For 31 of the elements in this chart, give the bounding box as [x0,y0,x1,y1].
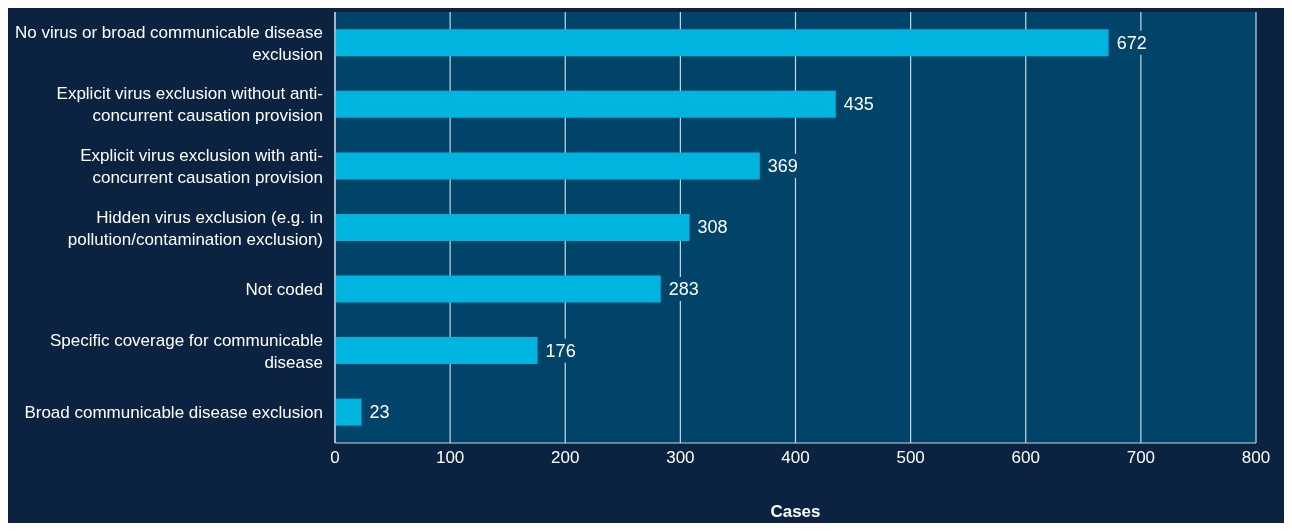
y-tick-label: Explicit virus exclusion without anti-concurrent causation provision [56,83,323,125]
x-tick-label: 300 [666,448,695,468]
bar [335,152,760,180]
bar [335,275,661,303]
data-label: 23 [369,402,390,423]
x-tick-label: 700 [1126,448,1156,468]
bar [335,213,690,241]
bar [335,90,836,118]
bar [335,337,538,365]
data-label: 435 [843,94,874,115]
x-tick-label: 600 [1011,448,1040,468]
x-tick-label: 0 [330,448,340,468]
y-tick-label: Specific coverage for communicable disease [49,330,323,372]
data-label: 369 [767,155,798,176]
x-axis-title: Cases [770,502,821,521]
y-tick-label: Not coded [245,279,323,299]
data-label: 308 [697,217,728,238]
data-label: 176 [545,340,576,361]
x-tick-label: 400 [781,448,810,468]
y-tick-label: Hidden virus exclusion (e.g. in pollution/contamination exclusion) [67,207,323,248]
y-tick-label: Broad communicable disease exclusion [24,402,323,422]
bar [335,29,1109,57]
data-label: 672 [1116,32,1147,53]
y-tick-label: Explicit virus exclusion with anti-concurrent causation provision [80,145,323,187]
x-tick-label: 500 [896,448,925,468]
x-tick-label: 100 [435,448,465,468]
y-tick-label: No virus or broad communicable disease exclusion [14,22,323,64]
bar [335,398,362,426]
x-tick-label: 200 [551,448,580,468]
data-label: 283 [668,279,699,300]
x-tick-label: 800 [1241,448,1271,468]
